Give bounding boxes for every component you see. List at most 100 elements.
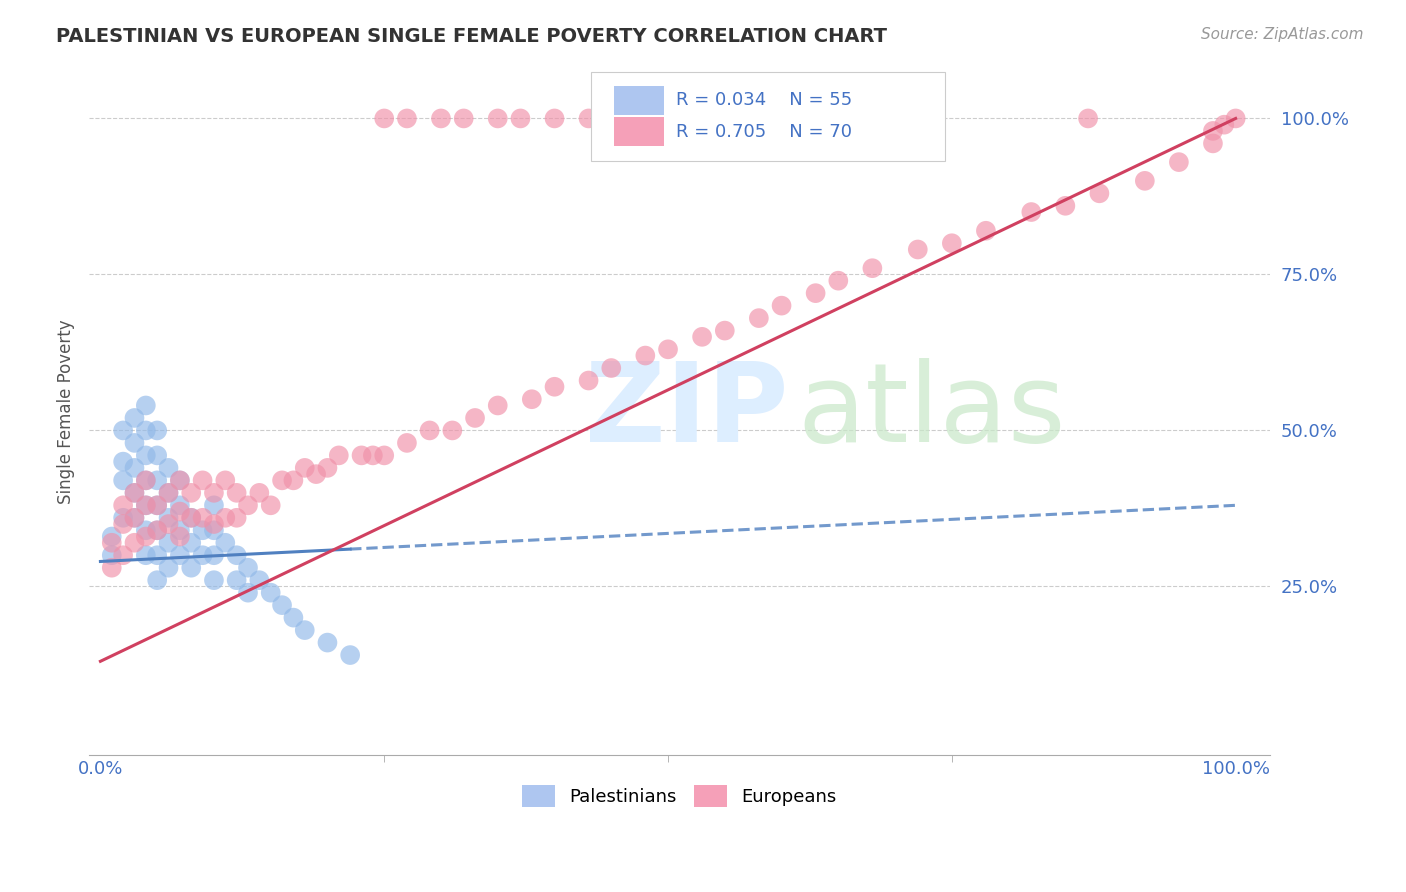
Point [600,361,623,376]
Point [135,529,157,543]
Point [157,535,180,549]
Point [1021,205,1043,219]
Point [1133,174,1156,188]
Text: Source: ZipAtlas.com: Source: ZipAtlas.com [1201,27,1364,42]
Text: PALESTINIAN VS EUROPEAN SINGLE FEMALE POVERTY CORRELATION CHART: PALESTINIAN VS EUROPEAN SINGLE FEMALE PO… [56,27,887,45]
Point [191,548,214,562]
Point [804,286,827,301]
Point [202,573,225,587]
Point [191,523,214,537]
Point [124,535,146,549]
Point [100,535,122,549]
Point [1077,112,1099,126]
Point [247,573,270,587]
Point [464,411,486,425]
Point [100,560,122,574]
Point [157,485,180,500]
FancyBboxPatch shape [614,86,664,114]
Point [202,498,225,512]
Point [124,461,146,475]
Point [191,474,214,488]
Point [157,461,180,475]
Point [225,485,247,500]
Text: R = 0.034    N = 55: R = 0.034 N = 55 [676,91,852,109]
Point [146,523,169,537]
Legend: Palestinians, Europeans: Palestinians, Europeans [515,778,844,814]
Point [1225,112,1247,126]
Point [135,399,157,413]
Point [124,485,146,500]
Point [214,535,236,549]
Point [486,112,509,126]
Point [146,548,169,562]
Point [247,485,270,500]
Point [112,474,135,488]
Point [157,510,180,524]
Point [373,112,395,126]
Point [316,635,339,649]
Point [202,516,225,531]
Point [135,424,157,438]
Point [1167,155,1189,169]
Point [361,449,384,463]
Point [236,585,259,599]
Point [486,399,509,413]
Point [395,112,418,126]
Point [169,548,191,562]
Point [146,573,169,587]
Point [146,498,169,512]
Point [191,510,214,524]
Point [112,548,135,562]
Point [907,243,929,257]
Point [225,510,247,524]
Point [419,424,441,438]
Point [100,548,122,562]
Point [112,424,135,438]
Point [578,112,600,126]
Point [214,474,236,488]
FancyBboxPatch shape [591,72,945,161]
Point [169,523,191,537]
Point [124,510,146,524]
Point [305,467,328,482]
Text: atlas: atlas [797,359,1066,466]
Point [135,498,157,512]
Point [860,261,883,276]
Point [202,548,225,562]
Point [146,498,169,512]
Point [328,449,350,463]
Point [180,485,202,500]
Point [271,474,294,488]
Point [1202,136,1225,151]
Point [112,510,135,524]
Point [520,392,543,407]
Point [135,498,157,512]
Point [112,516,135,531]
Point [135,449,157,463]
Point [1202,124,1225,138]
Point [124,411,146,425]
Point [135,474,157,488]
Point [543,380,565,394]
Point [135,548,157,562]
Point [157,516,180,531]
Point [157,560,180,574]
Point [453,112,475,126]
Point [236,560,259,574]
Point [690,330,713,344]
Point [260,585,283,599]
Point [283,474,305,488]
Point [827,274,849,288]
Point [1213,118,1236,132]
Point [294,623,316,637]
Point [100,529,122,543]
Point [202,523,225,537]
Point [180,510,202,524]
Point [124,485,146,500]
Point [124,510,146,524]
Point [283,610,305,624]
Point [169,474,191,488]
Point [135,523,157,537]
Text: ZIP: ZIP [585,359,789,466]
Point [146,523,169,537]
